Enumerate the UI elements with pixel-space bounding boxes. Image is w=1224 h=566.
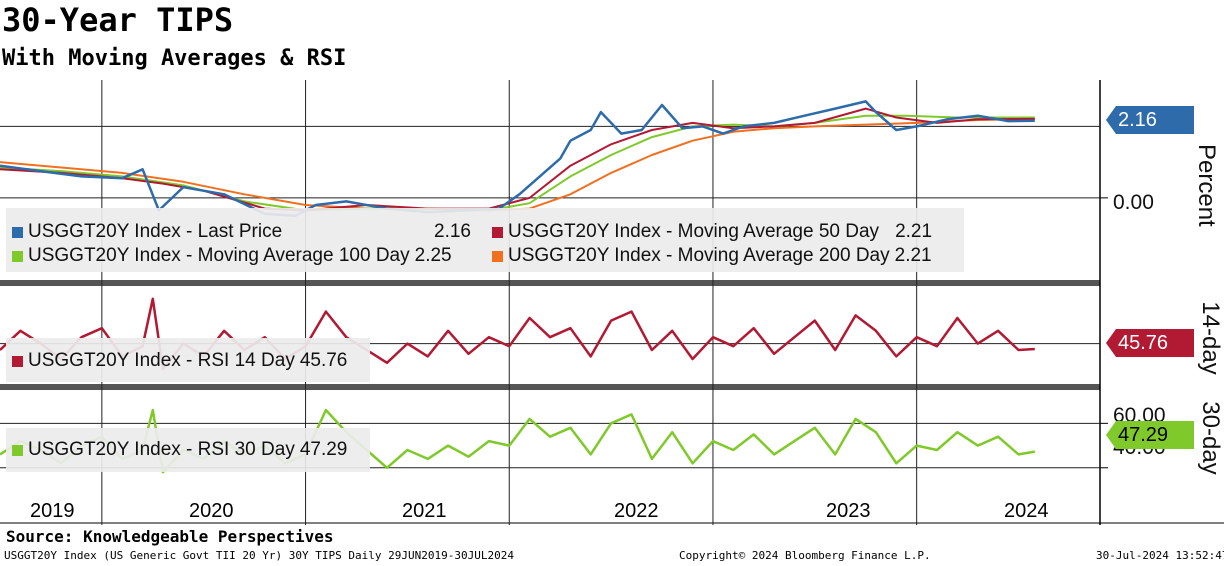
legend-label: USGGT20Y Index - Moving Average 50 Day — [508, 221, 880, 242]
rsi14-current-tag: 45.76 — [1106, 329, 1194, 357]
legend-item-last-price: USGGT20Y Index - Last Price — [12, 220, 282, 244]
legend-swatch-icon — [12, 355, 23, 367]
footer-left: USGGT20Y Index (US Generic Govt TII 20 Y… — [4, 549, 514, 562]
footer-center: Copyright© 2024 Bloomberg Finance L.P. — [679, 549, 931, 562]
rsi30-current-tag: 47.29 — [1106, 421, 1194, 449]
series-line-last-price — [0, 100, 1035, 217]
legend-swatch-icon — [492, 250, 503, 262]
legend-swatch-icon — [492, 226, 503, 238]
legend-label: USGGT20Y Index - Moving Average 100 Day — [28, 245, 410, 266]
legend-value-last-price: 2.16 — [434, 221, 471, 242]
series-line-ma200 — [0, 117, 1035, 212]
chart-title: 30-Year TIPS — [2, 1, 234, 39]
x-tick-2022: 2022 — [614, 500, 659, 522]
legend-label: USGGT20Y Index - Last Price — [28, 221, 283, 242]
rsi30-legend: USGGT20Y Index - RSI 30 Day 47.29 — [6, 428, 370, 472]
legend-label: USGGT20Y Index - Moving Average 200 Day — [508, 245, 890, 266]
legend-item-ma50: USGGT20Y Index - Moving Average 50 Day 2… — [492, 220, 932, 244]
panel-divider — [0, 384, 1100, 390]
legend-swatch-icon — [12, 444, 23, 456]
x-tick-2020: 2020 — [189, 500, 234, 522]
rsi30-current-value: 47.29 — [1118, 423, 1169, 446]
legend-item-rsi30: USGGT20Y Index - RSI 30 Day 47.29 — [12, 438, 347, 462]
legend-value-ma50: 2.21 — [895, 221, 933, 242]
legend-item-rsi14: USGGT20Y Index - RSI 14 Day 45.76 — [12, 349, 347, 373]
y-axis-label-14day: 14-day — [1197, 301, 1224, 375]
rsi14-legend: USGGT20Y Index - RSI 14 Day 45.76 — [6, 338, 370, 382]
chart-area — [0, 80, 1224, 525]
source-note: Source: Knowledgeable Perspectives — [6, 527, 334, 546]
price-current-tag: 2.16 — [1106, 106, 1194, 134]
price-current-value: 2.16 — [1118, 108, 1157, 131]
legend-item-ma100: USGGT20Y Index - Moving Average 100 Day … — [12, 244, 452, 268]
footer-right: 30-Jul-2024 13:52:47 — [1096, 549, 1224, 562]
legend-swatch-icon — [12, 250, 23, 262]
price-legend: USGGT20Y Index - Last Price 2.16 USGGT20… — [6, 208, 964, 272]
y-tick-zero: 0.00 — [1113, 191, 1154, 214]
legend-swatch-icon — [12, 226, 23, 238]
legend-item-ma200: USGGT20Y Index - Moving Average 200 Day … — [492, 244, 932, 268]
x-tick-2023: 2023 — [826, 500, 871, 522]
legend-value-rsi14: 45.76 — [299, 350, 348, 371]
x-tick-2019: 2019 — [30, 500, 75, 522]
y-axis-label-30day: 30-day — [1197, 401, 1224, 475]
legend-label: USGGT20Y Index - RSI 14 Day — [28, 350, 295, 371]
x-tick-2024: 2024 — [1004, 500, 1049, 522]
legend-label: USGGT20Y Index - RSI 30 Day — [28, 439, 295, 460]
legend-value-ma100: 2.25 — [414, 245, 452, 266]
y-axis-label-percent: Percent — [1193, 144, 1220, 227]
chart-subtitle: With Moving Averages & RSI — [2, 46, 347, 71]
x-tick-2021: 2021 — [402, 500, 447, 522]
panel-divider — [0, 280, 1100, 286]
legend-value-rsi30: 47.29 — [299, 439, 348, 460]
legend-value-ma200: 2.21 — [894, 245, 932, 266]
rsi14-current-value: 45.76 — [1118, 331, 1169, 354]
